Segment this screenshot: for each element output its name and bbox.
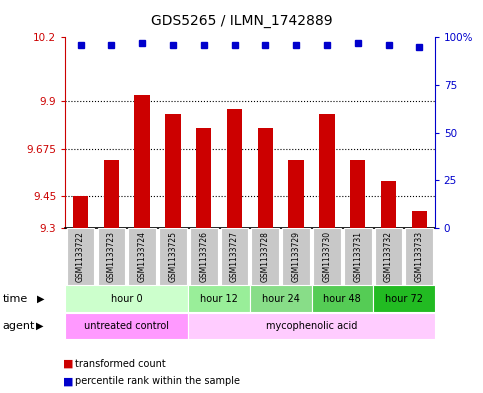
Bar bbox=[375, 228, 402, 285]
Text: untreated control: untreated control bbox=[85, 321, 169, 331]
Text: GSM1133725: GSM1133725 bbox=[169, 231, 177, 282]
Text: hour 24: hour 24 bbox=[262, 294, 299, 304]
Bar bbox=[350, 160, 366, 228]
Bar bbox=[381, 181, 396, 228]
Bar bbox=[165, 114, 181, 228]
Bar bbox=[67, 228, 95, 285]
Bar bbox=[128, 228, 156, 285]
Text: GSM1133732: GSM1133732 bbox=[384, 231, 393, 282]
Bar bbox=[98, 228, 125, 285]
Text: transformed count: transformed count bbox=[75, 358, 166, 369]
Bar bbox=[344, 228, 371, 285]
Bar bbox=[134, 95, 150, 228]
Bar bbox=[257, 129, 273, 228]
Text: time: time bbox=[2, 294, 28, 304]
Text: GSM1133724: GSM1133724 bbox=[138, 231, 147, 282]
Bar bbox=[65, 285, 188, 312]
Bar bbox=[73, 196, 88, 228]
Text: GSM1133730: GSM1133730 bbox=[323, 231, 331, 282]
Bar bbox=[227, 109, 242, 228]
Bar bbox=[313, 228, 341, 285]
Bar bbox=[159, 228, 187, 285]
Text: mycophenolic acid: mycophenolic acid bbox=[266, 321, 357, 331]
Text: ▶: ▶ bbox=[36, 321, 43, 331]
Text: GSM1133729: GSM1133729 bbox=[292, 231, 300, 282]
Text: ■: ■ bbox=[63, 358, 73, 369]
Text: hour 48: hour 48 bbox=[324, 294, 361, 304]
Bar bbox=[221, 228, 248, 285]
Text: hour 0: hour 0 bbox=[111, 294, 142, 304]
Text: agent: agent bbox=[2, 321, 35, 331]
Text: GSM1133731: GSM1133731 bbox=[353, 231, 362, 282]
Bar bbox=[188, 313, 435, 340]
Bar bbox=[250, 285, 312, 312]
Bar bbox=[282, 228, 310, 285]
Bar bbox=[312, 285, 373, 312]
Text: GSM1133728: GSM1133728 bbox=[261, 231, 270, 282]
Text: ▶: ▶ bbox=[37, 294, 45, 304]
Bar bbox=[373, 285, 435, 312]
Bar bbox=[65, 313, 188, 340]
Bar bbox=[319, 114, 335, 228]
Text: GDS5265 / ILMN_1742889: GDS5265 / ILMN_1742889 bbox=[151, 14, 332, 28]
Text: GSM1133723: GSM1133723 bbox=[107, 231, 116, 282]
Bar bbox=[188, 285, 250, 312]
Bar bbox=[405, 228, 433, 285]
Text: ■: ■ bbox=[63, 376, 73, 386]
Text: GSM1133726: GSM1133726 bbox=[199, 231, 208, 282]
Text: percentile rank within the sample: percentile rank within the sample bbox=[75, 376, 240, 386]
Bar bbox=[104, 160, 119, 228]
Bar bbox=[412, 211, 427, 228]
Text: hour 12: hour 12 bbox=[200, 294, 238, 304]
Bar bbox=[252, 228, 279, 285]
Text: GSM1133733: GSM1133733 bbox=[415, 231, 424, 282]
Bar bbox=[190, 228, 218, 285]
Text: GSM1133722: GSM1133722 bbox=[76, 231, 85, 282]
Bar bbox=[196, 129, 212, 228]
Text: GSM1133727: GSM1133727 bbox=[230, 231, 239, 282]
Bar bbox=[288, 160, 304, 228]
Text: hour 72: hour 72 bbox=[385, 294, 423, 304]
